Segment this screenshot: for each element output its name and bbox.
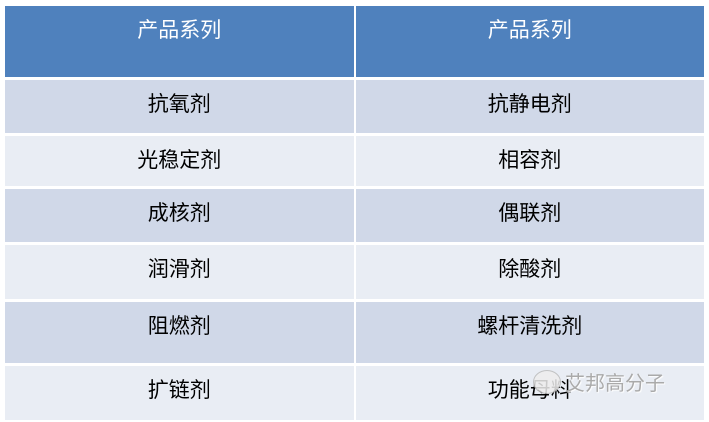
table-cell: 螺杆清洗剂 [353,299,706,366]
table-cell: 抗氧剂 [3,77,356,136]
header-cell: 产品系列 [3,6,356,80]
table-row: 扩链剂 功能母料 [3,363,706,422]
table-row: 抗氧剂 抗静电剂 [3,77,706,136]
table-row: 成核剂 偶联剂 [3,186,706,245]
table-cell: 偶联剂 [353,186,706,245]
table-cell: 抗静电剂 [353,77,706,136]
header-cell: 产品系列 [353,6,706,80]
table-row: 阻燃剂 螺杆清洗剂 [3,299,706,366]
watermark-text: 艾邦高分子 [565,371,665,395]
header-row: 产品系列 产品系列 [3,6,706,80]
table-cell: 润滑剂 [3,242,356,302]
table-row: 光稳定剂 相容剂 [3,133,706,189]
table-cell: 成核剂 [3,186,356,245]
wechat-icon [533,369,561,394]
table-row: 润滑剂 除酸剂 [3,242,706,302]
table-cell: 功能母料 [353,363,706,422]
watermark: 艾邦高分子 [533,367,665,396]
table-cell: 光稳定剂 [3,133,356,189]
product-series-table: 产品系列 产品系列 抗氧剂 抗静电剂 光稳定剂 相容剂 成核剂 偶联剂 润滑剂 … [3,6,706,422]
table-cell: 阻燃剂 [3,299,356,366]
table-cell: 相容剂 [353,133,706,189]
table-cell: 扩链剂 [3,363,356,422]
table-cell: 除酸剂 [353,242,706,302]
